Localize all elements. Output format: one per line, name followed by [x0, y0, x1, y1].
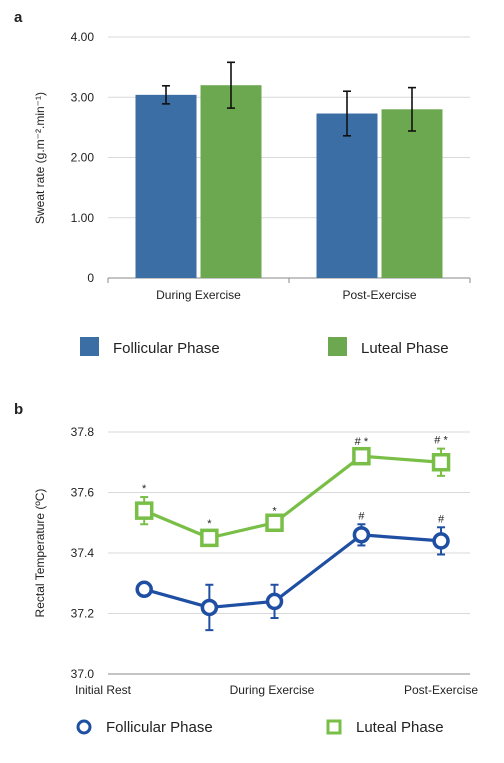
data-point-luteal-phase — [431, 453, 451, 472]
panel-a-letter: a — [14, 9, 23, 26]
panel-b-gridlines — [108, 431, 470, 675]
legend-item-follicular-phase: Follicular Phase — [76, 719, 213, 736]
significance-marker: * — [272, 506, 277, 518]
data-point-luteal-phase — [134, 501, 154, 520]
error-bar-follicular-phase-post-exercise — [343, 90, 351, 137]
panel-a-y-tick-labels: 0 1.00 2.00 3.00 4.00 — [71, 30, 95, 285]
legend-item-luteal-phase: Luteal Phase — [326, 719, 444, 736]
data-point-follicular-phase — [265, 592, 284, 611]
panel-a-y-tick-label: 1.00 — [71, 211, 95, 225]
series-follicular-phase: # # — [135, 510, 450, 632]
panel-a-x-tick-label: Post-Exercise — [342, 288, 416, 302]
panel-b-y-tick-label: 37.4 — [71, 546, 95, 560]
panel-b-y-tick-label: 37.6 — [71, 486, 95, 500]
series-luteal-phase: * * * # * # * — [134, 435, 451, 548]
bar-luteal-phase-post-exercise — [381, 109, 443, 278]
significance-marker: * — [142, 483, 147, 495]
panel-a-y-axis-title: Sweat rate (g.m⁻².min⁻¹) — [33, 92, 47, 224]
legend-item-follicular-phase: Follicular Phase — [80, 337, 220, 357]
legend-item-luteal-phase: Luteal Phase — [328, 337, 449, 357]
data-point-luteal-phase — [352, 446, 371, 466]
significance-marker: * — [207, 518, 212, 530]
data-point-follicular-phase — [432, 532, 450, 550]
error-bar-luteal-phase-post-exercise — [408, 86, 416, 132]
data-point-luteal-phase — [265, 513, 284, 532]
data-point-follicular-phase — [135, 580, 153, 599]
significance-marker: # — [358, 510, 365, 522]
significance-marker: # * — [355, 436, 369, 448]
panel-a-legend: Follicular Phase Luteal Phase — [80, 337, 449, 357]
panel-a-y-tick-label: 2.00 — [71, 151, 95, 165]
error-bar-follicular-phase-during-exercise — [162, 85, 170, 105]
panel-b-letter: b — [14, 401, 23, 418]
panel-b-y-tick-label: 37.8 — [71, 425, 95, 439]
significance-marker: # * — [434, 435, 448, 447]
legend-label: Follicular Phase — [106, 719, 213, 736]
panel-b-rectal-temperature-chart: b Rectal Temperature (ºC) 37.037.237.437… — [14, 401, 478, 736]
panel-b-x-tick-label: During Exercise — [230, 683, 315, 697]
panel-a-sweat-rate-chart: a Sweat rate (g.m⁻².min⁻¹) 0 1.00 2.00 3.00… — [14, 9, 471, 357]
legend-marker-follicular-phase — [76, 719, 92, 735]
line-luteal-phase — [143, 454, 442, 540]
panel-b-x-tick-label: Post-Exercise — [404, 683, 478, 697]
data-point-follicular-phase — [200, 598, 219, 617]
panel-b-y-tick-label: 37.0 — [71, 667, 95, 681]
legend-swatch-luteal-phase — [328, 337, 347, 356]
bar-follicular-phase-post-exercise — [316, 113, 378, 278]
panel-a-y-tick-label: 0 — [87, 271, 94, 285]
panel-b-legend: Follicular Phase Luteal Phase — [76, 719, 444, 736]
legend-marker-luteal-phase — [326, 719, 342, 735]
legend-label: Luteal Phase — [361, 340, 449, 357]
panel-a-x-tick-labels: During Exercise Post-Exercise — [156, 288, 417, 302]
line-follicular-phase — [143, 533, 442, 610]
panel-a-y-tick-label: 4.00 — [71, 30, 95, 44]
bar-follicular-phase-during-exercise — [135, 94, 197, 278]
panel-b-series: # #***# * # * — [134, 435, 451, 632]
bar-luteal-phase-during-exercise — [200, 85, 262, 278]
panel-b-y-axis-title: Rectal Temperature (ºC) — [33, 489, 47, 618]
legend-swatch-follicular-phase — [80, 337, 99, 356]
panel-b-x-tick-labels: Initial Rest During Exercise Post-Exercise — [75, 683, 478, 697]
panel-b-y-tick-label: 37.2 — [71, 607, 95, 621]
data-point-follicular-phase — [352, 526, 371, 544]
data-point-luteal-phase — [200, 528, 219, 548]
panel-b-x-tick-label: Initial Rest — [75, 683, 132, 697]
panel-b-y-tick-labels: 37.0 37.2 37.4 37.6 37.8 — [71, 425, 95, 681]
significance-marker: # — [438, 513, 445, 525]
panel-a-x-tick-label: During Exercise — [156, 288, 241, 302]
legend-label: Follicular Phase — [113, 340, 220, 357]
error-bar-luteal-phase-during-exercise — [227, 61, 235, 109]
panel-a-bars — [107, 61, 471, 283]
panel-a-y-tick-label: 3.00 — [71, 90, 95, 104]
legend-label: Luteal Phase — [356, 719, 444, 736]
